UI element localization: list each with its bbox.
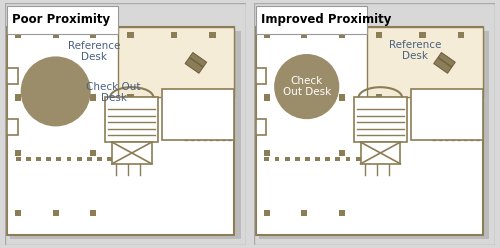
Bar bbox=[162, 89, 234, 140]
Bar bbox=[301, 31, 308, 38]
Bar bbox=[458, 31, 464, 38]
Text: Reference
Desk: Reference Desk bbox=[389, 40, 442, 61]
Bar bbox=[210, 94, 216, 101]
Bar bbox=[256, 119, 266, 135]
Bar bbox=[285, 156, 290, 161]
Bar bbox=[458, 94, 464, 101]
Bar bbox=[128, 156, 132, 161]
Bar bbox=[56, 156, 61, 161]
Bar bbox=[354, 97, 407, 142]
Text: Check Out
Desk: Check Out Desk bbox=[86, 82, 141, 103]
Circle shape bbox=[274, 54, 340, 119]
Bar bbox=[210, 31, 216, 38]
Bar bbox=[256, 6, 367, 34]
Bar bbox=[16, 156, 20, 161]
Bar bbox=[264, 150, 270, 156]
Bar bbox=[315, 156, 320, 161]
Bar bbox=[305, 156, 310, 161]
Bar bbox=[360, 142, 401, 164]
Bar bbox=[274, 156, 280, 161]
Bar bbox=[117, 156, 122, 161]
Polygon shape bbox=[185, 58, 203, 73]
Bar bbox=[338, 31, 345, 38]
Bar bbox=[66, 156, 71, 161]
Text: Poor Proximity: Poor Proximity bbox=[12, 13, 110, 27]
Circle shape bbox=[20, 56, 90, 126]
Bar bbox=[256, 28, 483, 235]
Bar bbox=[376, 31, 382, 38]
Bar bbox=[264, 31, 270, 38]
Polygon shape bbox=[438, 53, 456, 67]
Bar bbox=[366, 156, 370, 161]
Bar bbox=[338, 94, 345, 101]
Bar bbox=[97, 156, 102, 161]
Bar bbox=[346, 156, 350, 161]
Polygon shape bbox=[434, 58, 452, 73]
Bar bbox=[90, 210, 96, 217]
Bar bbox=[10, 31, 241, 239]
Bar bbox=[295, 156, 300, 161]
Text: Check
Out Desk: Check Out Desk bbox=[282, 76, 331, 97]
Bar bbox=[264, 94, 270, 101]
Bar bbox=[15, 94, 22, 101]
Bar bbox=[76, 156, 82, 161]
Bar bbox=[8, 119, 18, 135]
Bar bbox=[128, 31, 134, 38]
Bar bbox=[15, 210, 22, 217]
Bar bbox=[171, 31, 177, 38]
Bar bbox=[336, 156, 340, 161]
Bar bbox=[112, 142, 152, 164]
Bar bbox=[8, 68, 18, 84]
Bar bbox=[107, 156, 112, 161]
Bar bbox=[26, 156, 31, 161]
Bar bbox=[90, 150, 96, 156]
Bar bbox=[90, 94, 96, 101]
Bar bbox=[8, 28, 234, 235]
Bar bbox=[52, 210, 59, 217]
Bar bbox=[256, 68, 266, 84]
Bar bbox=[105, 97, 158, 142]
Bar bbox=[376, 94, 382, 101]
Bar bbox=[420, 31, 426, 38]
Bar bbox=[171, 94, 177, 101]
Bar bbox=[264, 210, 270, 217]
Bar bbox=[118, 28, 234, 97]
Bar bbox=[338, 150, 345, 156]
Bar bbox=[376, 156, 381, 161]
Bar bbox=[46, 156, 51, 161]
Bar bbox=[367, 28, 483, 97]
Bar bbox=[128, 94, 134, 101]
Text: Reference
Desk: Reference Desk bbox=[68, 41, 120, 62]
Bar bbox=[36, 156, 41, 161]
Bar bbox=[410, 89, 483, 140]
Bar bbox=[338, 210, 345, 217]
Bar bbox=[52, 31, 59, 38]
Bar bbox=[87, 156, 92, 161]
Bar bbox=[90, 31, 96, 38]
Polygon shape bbox=[190, 53, 206, 67]
Bar bbox=[301, 210, 308, 217]
Bar bbox=[259, 31, 490, 239]
Text: Improved Proximity: Improved Proximity bbox=[261, 13, 391, 27]
Bar bbox=[8, 6, 118, 34]
Bar bbox=[15, 150, 22, 156]
Bar bbox=[326, 156, 330, 161]
Bar bbox=[420, 94, 426, 101]
Bar bbox=[356, 156, 360, 161]
Bar bbox=[264, 156, 270, 161]
Bar bbox=[15, 31, 22, 38]
